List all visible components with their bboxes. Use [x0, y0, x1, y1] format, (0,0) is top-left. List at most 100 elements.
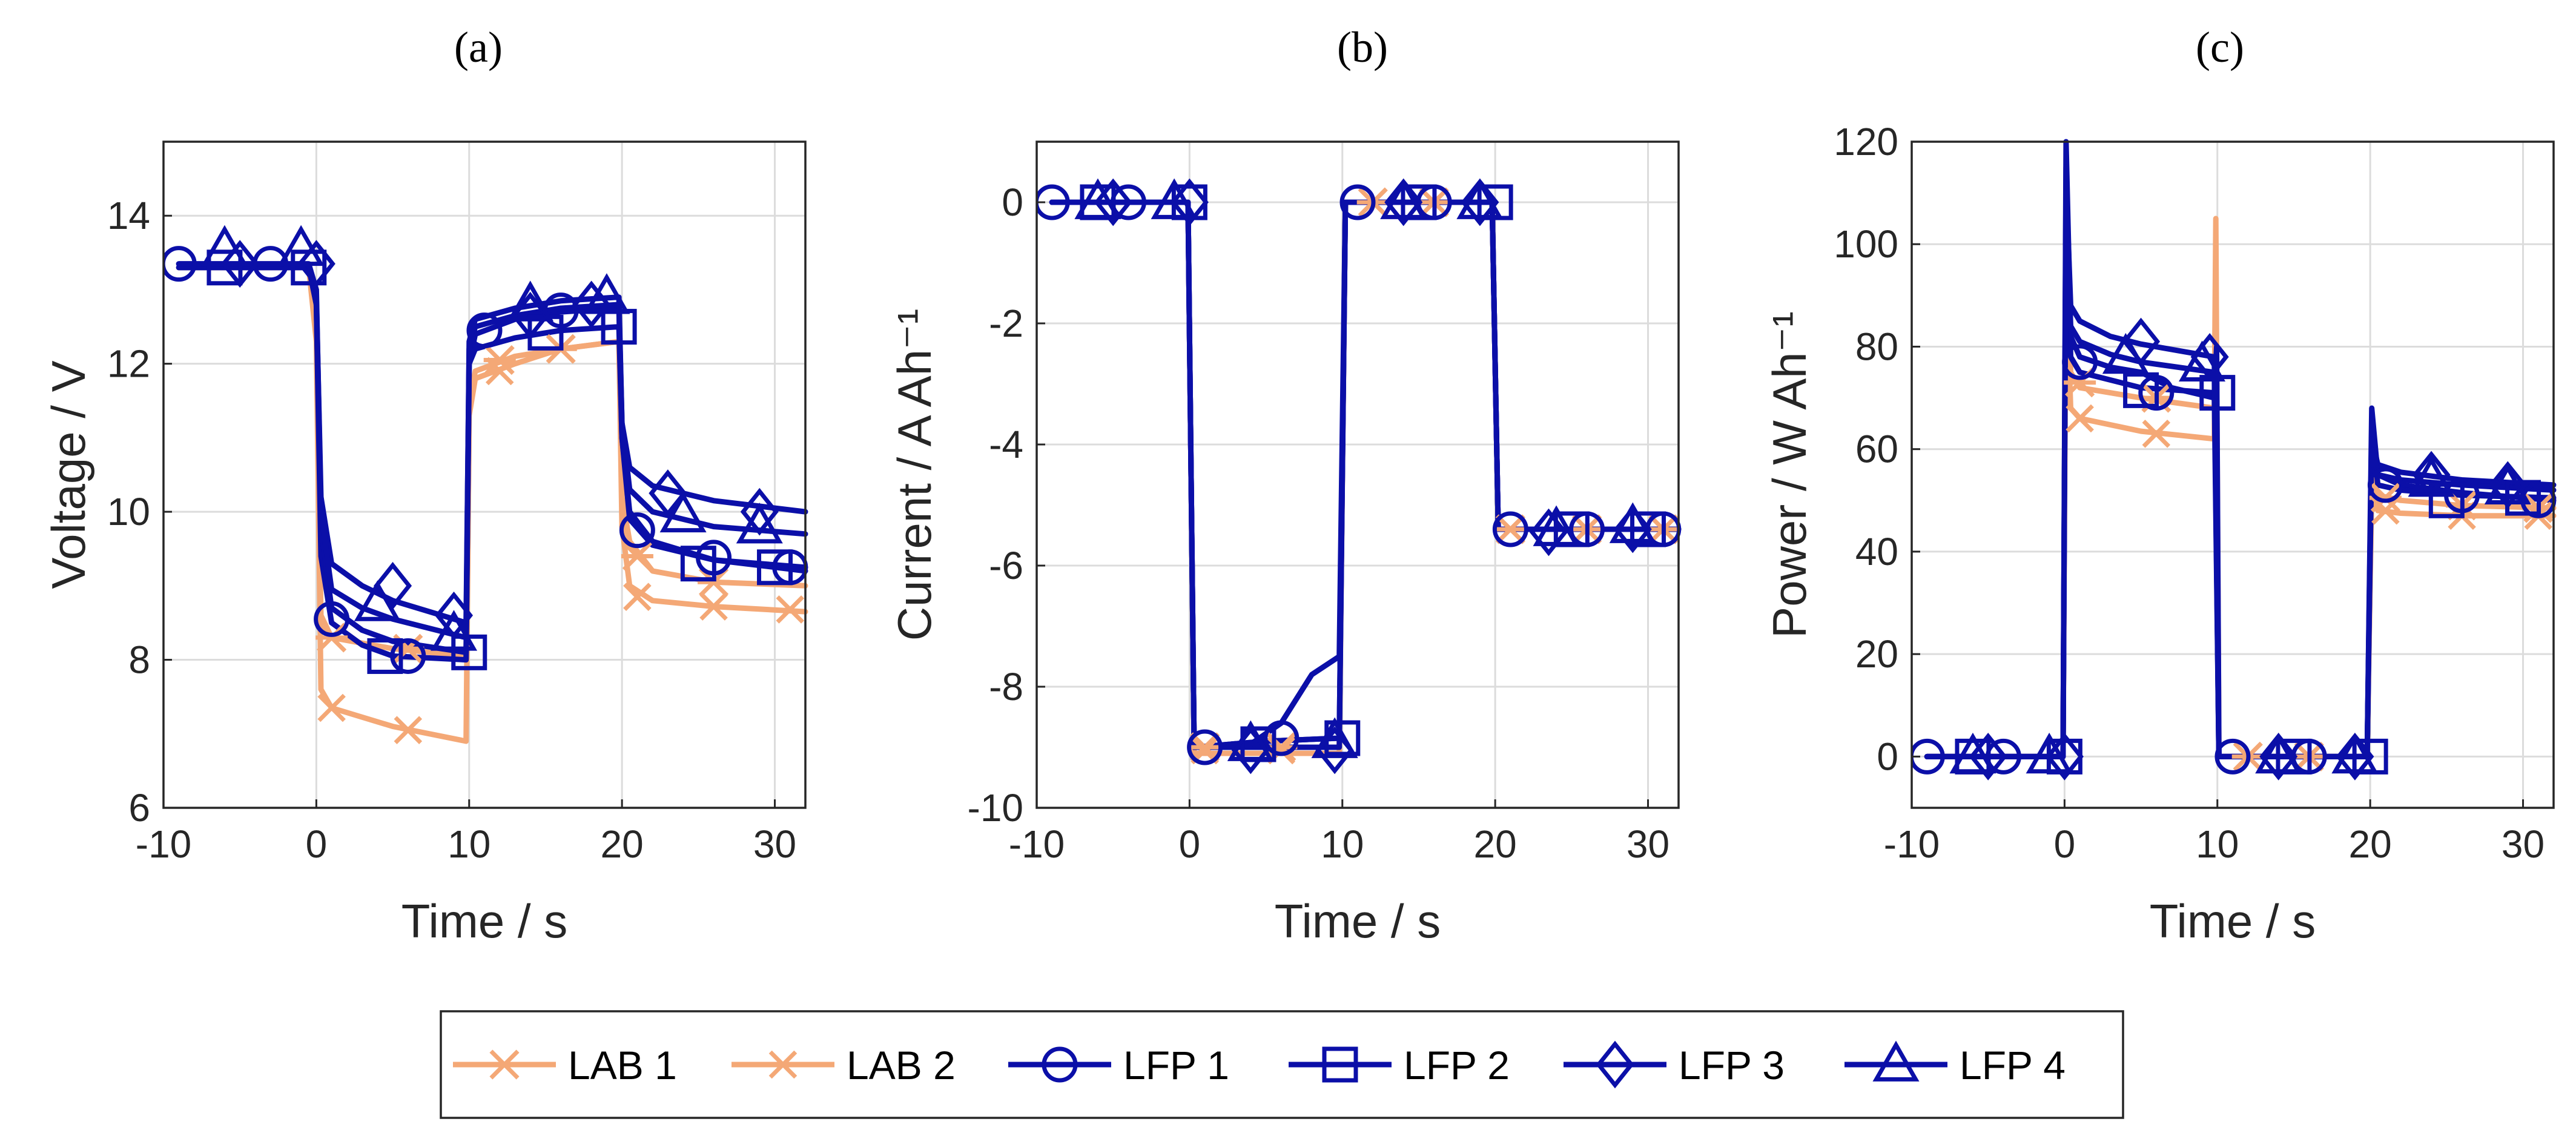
legend-label: LFP 4	[1960, 1043, 2066, 1088]
x-tick-label: 20	[2349, 822, 2392, 866]
marker-lab-1	[621, 541, 653, 572]
marker-lfp-3	[1529, 508, 1568, 557]
marker-lfp-4	[2484, 463, 2531, 505]
grid	[1035, 142, 1679, 809]
triangle-icon	[1872, 1040, 1920, 1082]
marker-lfp-4	[583, 273, 630, 314]
x-tick-label: 10	[1321, 822, 1364, 866]
marker-lfp-2	[206, 249, 243, 286]
y-axis-label: Voltage / V	[42, 360, 95, 589]
x-tick-label: 10	[2196, 822, 2239, 866]
y-axis-label: Power / W Ah⁻¹	[1763, 311, 1816, 638]
marker-lfp-3	[1094, 178, 1132, 226]
y-tick-label: 20	[1855, 632, 1898, 676]
marker-lab-1	[698, 567, 730, 597]
marker-lfp-3	[435, 591, 474, 639]
y-tick-label: -10	[968, 786, 1024, 830]
series-line-lfp-4	[1049, 199, 1682, 750]
legend-entry-lab-1: LAB 1	[453, 1043, 677, 1088]
marker-lfp-1	[2062, 344, 2098, 380]
marker-lfp-4	[1949, 732, 1996, 774]
y-tick-label: 80	[1855, 325, 1898, 368]
square-icon	[1322, 1046, 1358, 1083]
marker-lfp-1	[163, 246, 197, 282]
y-axis-label: Current / A Ah⁻¹	[888, 309, 941, 641]
x-axis-label: Time / s	[1275, 894, 1441, 948]
marker-lfp-2	[367, 638, 403, 674]
marker-lab-2	[1496, 515, 1525, 544]
marker-lab-2	[394, 716, 423, 744]
marker-lab-2	[2066, 404, 2094, 433]
marker-lfp-4	[507, 280, 554, 322]
diamond-icon	[1596, 1040, 1634, 1089]
marker-lfp-3	[1461, 178, 1499, 226]
marker-lfp-3	[511, 291, 550, 340]
marker-lfp-3	[2259, 732, 2298, 781]
x-icon	[768, 1050, 798, 1079]
y-tick-label: -8	[989, 665, 1023, 709]
x-tick-label: 30	[2502, 822, 2545, 866]
series-line-lfp-3	[176, 265, 808, 626]
series-line-lfp-2	[1049, 199, 1682, 750]
y-tick-label: 40	[1855, 530, 1898, 573]
series-line-lab-1	[1924, 216, 2557, 759]
marker-lfp-1	[466, 312, 503, 349]
chart-panel-c: (c) -10 0 10 20 30 0 20 40 60 80 100 120 Time / s Powe…	[1763, 23, 2557, 948]
marker-lfp-4	[2178, 340, 2226, 382]
x-tick-label: 0	[1179, 822, 1201, 866]
marker-lfp-4	[1533, 505, 1580, 546]
series-line-lab-1	[1049, 199, 1682, 750]
chart-panel-a: (a) -10 0 10 20 30 6 8 10 12 14 Time / s Voltage / V	[42, 23, 808, 948]
series-group	[1912, 139, 2557, 781]
y-tick-label: -6	[989, 544, 1023, 587]
marker-lfp-3	[649, 469, 687, 517]
marker-lfp-2	[2199, 375, 2236, 411]
marker-lfp-4	[2331, 732, 2379, 774]
marker-lfp-4	[1151, 178, 1198, 219]
marker-lfp-4	[354, 580, 401, 621]
series-line-lfp-3	[1049, 199, 1682, 750]
grid	[162, 142, 805, 809]
circle-icon	[1042, 1046, 1078, 1083]
legend-label: LAB 2	[847, 1043, 956, 1088]
marker-lfp-4	[201, 225, 248, 266]
marker-lfp-4	[2255, 732, 2302, 774]
panel-label: (c)	[2196, 23, 2244, 71]
marker-lfp-3	[297, 240, 335, 288]
marker-lfp-1	[1492, 511, 1528, 547]
y-tick-label: 6	[128, 786, 150, 830]
marker-lfp-3	[740, 487, 779, 536]
marker-lfp-1	[390, 638, 426, 674]
marker-lfp-1	[1339, 184, 1376, 220]
marker-lfp-4	[277, 225, 325, 266]
marker-lfp-1	[619, 512, 655, 549]
marker-lfp-4	[1311, 717, 1358, 758]
legend-entry-lfp-2: LFP 2	[1289, 1043, 1510, 1088]
marker-lfp-3	[1170, 178, 1209, 226]
chart-panel-b: (b) -10 0 10 20 30 -10 -8 -6 -4 -2 0 Time / s Current…	[888, 23, 1682, 948]
x-axis-label: Time / s	[2150, 894, 2316, 948]
legend-box	[440, 1010, 2124, 1119]
x-tick-label: 30	[753, 822, 796, 866]
axes-frame	[1911, 140, 2555, 809]
legend-entry-lab-2: LAB 2	[732, 1043, 956, 1088]
marker-lfp-3	[1384, 178, 1423, 226]
y-tick-label: 8	[128, 638, 150, 682]
marker-lab-2	[485, 357, 514, 386]
legend-entry-lfp-1: LFP 1	[1008, 1043, 1229, 1088]
marker-lfp-4	[2408, 455, 2455, 497]
y-tick-label: 14	[107, 194, 150, 237]
x-tick-label: -10	[1009, 822, 1065, 866]
series-line-lfp-4	[1924, 190, 2557, 759]
legend-label: LFP 1	[1123, 1043, 1229, 1088]
axes-frame	[162, 140, 807, 809]
x-tick-label: 20	[1474, 822, 1517, 866]
marker-lab-2	[2142, 420, 2171, 448]
marker-lab-1	[315, 623, 348, 653]
marker-lfp-1	[2214, 738, 2251, 775]
x-tick-label: 0	[306, 822, 328, 866]
series-group	[163, 225, 808, 744]
marker-lfp-4	[1456, 178, 1504, 219]
marker-lfp-1	[1187, 729, 1223, 765]
